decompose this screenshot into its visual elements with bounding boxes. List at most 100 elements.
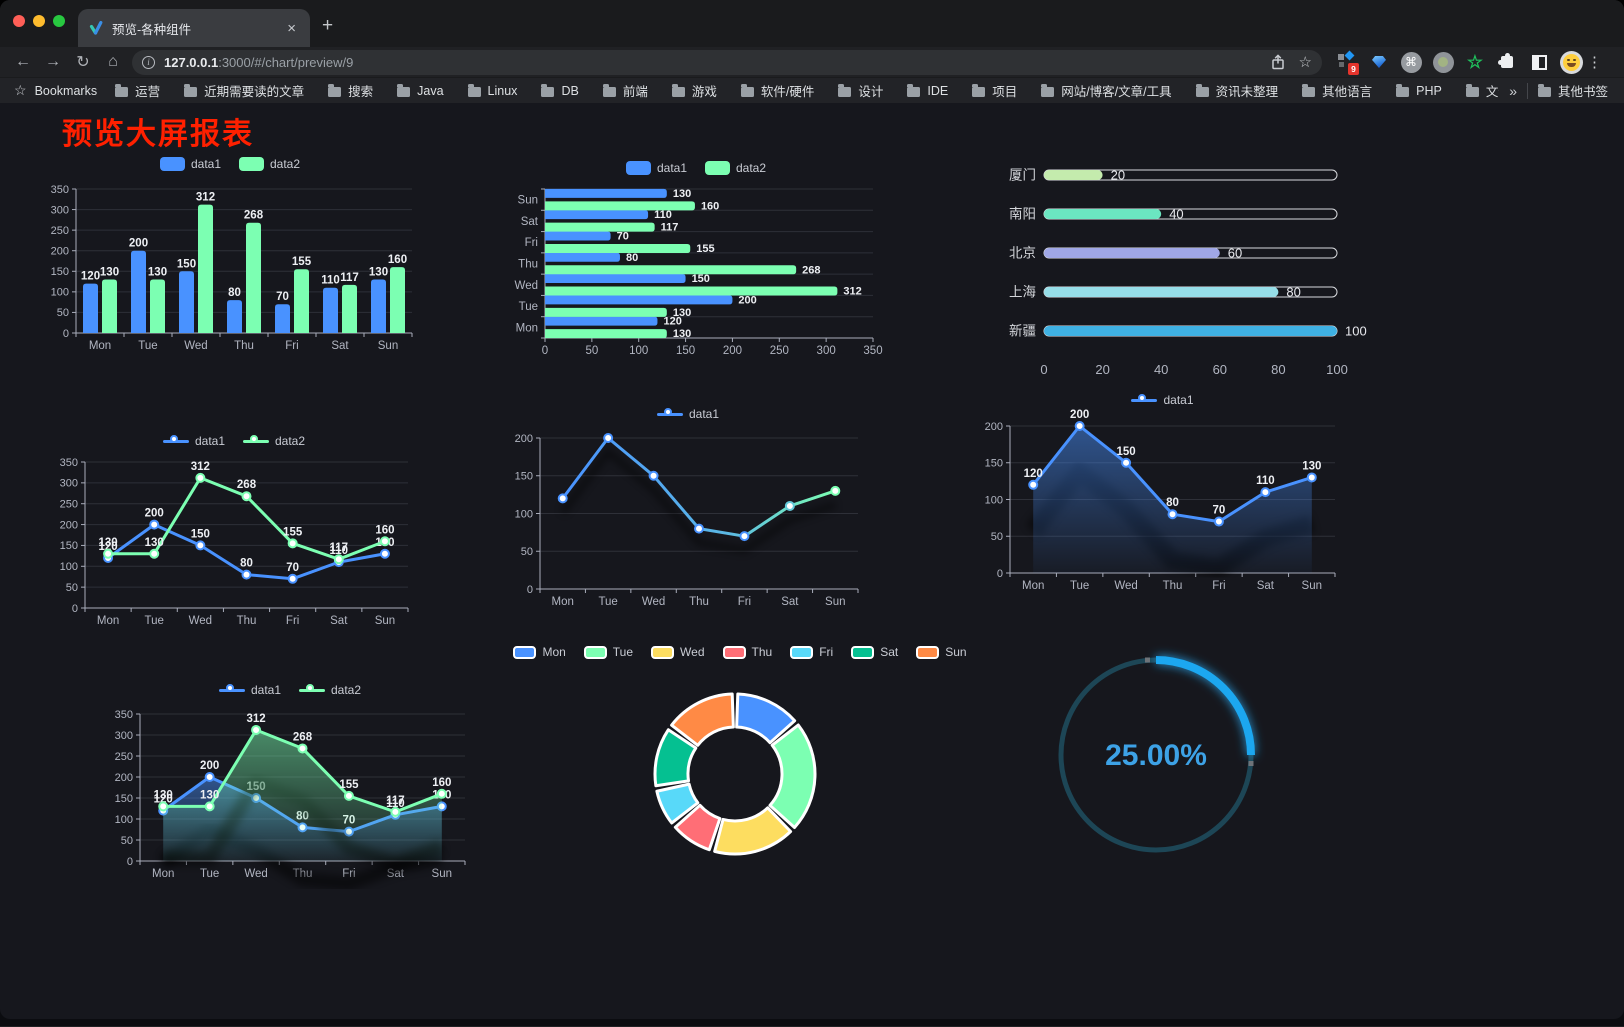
- vue-devtools-icon[interactable]: ☆: [1466, 51, 1484, 72]
- bookmark-folder[interactable]: IDE: [907, 84, 948, 98]
- progress-bars-canvas[interactable]: 厦门 20 南阳 40 北京 60 上海 80 新疆 100 0 20 40 60 80 100: [1000, 161, 1372, 381]
- svg-text:100: 100: [51, 287, 69, 299]
- pie-slice-Wed: [713, 806, 793, 856]
- reload-button[interactable]: ↻: [76, 54, 90, 71]
- extension-blocks-icon[interactable]: 9: [1336, 50, 1359, 75]
- close-window-button[interactable]: [13, 15, 25, 27]
- bookmarks-star-icon[interactable]: ☆: [14, 82, 27, 98]
- gauge-canvas[interactable]: 25.00%: [1046, 643, 1266, 863]
- legend-item-Fri[interactable]: Fri: [790, 645, 833, 659]
- extension-record-icon[interactable]: [1432, 51, 1454, 73]
- site-info-icon[interactable]: i: [142, 55, 155, 69]
- legend-item-Mon[interactable]: Mon: [513, 645, 566, 659]
- bookmark-folder[interactable]: 网站/博客/文章/工具: [1041, 81, 1172, 100]
- bookmark-folder[interactable]: 资讯未整理: [1195, 81, 1278, 100]
- chart-legend: data1 data2: [40, 157, 420, 171]
- bookmark-folder[interactable]: 文件服务器: [1465, 81, 1499, 100]
- bookmark-folder[interactable]: 软件/硬件: [740, 81, 814, 100]
- back-button[interactable]: ←: [15, 53, 31, 70]
- menu-kebab-icon[interactable]: ⋮: [1587, 54, 1602, 71]
- extension-gem-icon[interactable]: [1368, 51, 1390, 73]
- bar: [545, 329, 667, 339]
- gauge-chart[interactable]: 25.00%: [1046, 643, 1266, 863]
- line-chart-two-series[interactable]: data1 data2 0 50 100 150 200 250 300 350 Mon Tue Wed…: [48, 426, 420, 634]
- svg-text:268: 268: [244, 210, 264, 222]
- c-line-gradient-canvas[interactable]: 0 50 100 150 200 Mon Tue Wed Thu Fri Sat Sun: [498, 401, 878, 607]
- legend-item-data2[interactable]: data2: [705, 161, 766, 175]
- donut-canvas[interactable]: [558, 639, 922, 887]
- other-bookmarks[interactable]: 其他书签: [1537, 81, 1608, 100]
- bookmark-folder[interactable]: 近期需要读的文章: [184, 81, 304, 100]
- extension-command-icon[interactable]: ⌘: [1400, 51, 1422, 73]
- home-button[interactable]: ⌂: [108, 53, 118, 70]
- legend-item-data1[interactable]: data1: [218, 683, 281, 697]
- legend-marker: [625, 161, 651, 175]
- legend-item-data2[interactable]: data2: [243, 434, 305, 448]
- bookmark-folder[interactable]: Linux: [467, 84, 517, 98]
- c-line-two-canvas[interactable]: 0 50 100 150 200 250 300 350 Mon Tue Wed Thu Fri Sat S…: [48, 426, 420, 634]
- grouped-bar-chart[interactable]: data1 data2 0 50 100 150 200 250 300 350 Mon Tue Wed…: [40, 151, 420, 363]
- legend-item-data2[interactable]: data2: [299, 683, 361, 697]
- minimize-window-button[interactable]: [33, 15, 45, 27]
- extensions-puzzle-icon[interactable]: [1496, 51, 1518, 73]
- chart-legend: data1: [975, 393, 1350, 407]
- bookmark-folder[interactable]: Java: [397, 84, 444, 98]
- bookmark-folder[interactable]: 设计: [838, 81, 883, 100]
- bookmark-folder[interactable]: 运营: [115, 81, 160, 100]
- forward-button[interactable]: →: [45, 53, 61, 70]
- bookmark-folder[interactable]: 项目: [972, 81, 1017, 100]
- legend-item-Sat[interactable]: Sat: [851, 645, 898, 659]
- horizontal-bar-chart[interactable]: data1 data2 0 50 100 150 200 250 300 350 Mon 120 130…: [505, 153, 887, 368]
- extension-badge: 9: [1348, 63, 1359, 75]
- legend-item-Thu[interactable]: Thu: [722, 645, 772, 659]
- grouped-bar-canvas[interactable]: 0 50 100 150 200 250 300 350 Mon Tue Wed Thu Fri Sat S…: [40, 151, 420, 363]
- donut-chart[interactable]: Mon Tue Wed Thu Fri Sat Sun: [513, 639, 967, 887]
- c-area-single-canvas[interactable]: 0 50 100 150 200 Mon Tue Wed Thu Fri Sat Sun 120 200 1…: [975, 387, 1350, 593]
- bookmark-folder[interactable]: 前端: [602, 81, 648, 100]
- svg-text:北京: 北京: [1009, 246, 1036, 261]
- horizontal-bar-canvas[interactable]: 0 50 100 150 200 250 300 350Mon120130Tue200130W…: [505, 153, 887, 368]
- legend-marker: [513, 645, 537, 659]
- data-point: [1306, 472, 1317, 483]
- bookmark-folder[interactable]: PHP: [1396, 84, 1442, 98]
- new-tab-button[interactable]: +: [322, 15, 334, 36]
- share-icon[interactable]: [1271, 54, 1285, 70]
- bookmark-folder[interactable]: 游戏: [671, 81, 717, 100]
- svg-text:200: 200: [985, 421, 1003, 433]
- legend-item-Wed[interactable]: Wed: [651, 645, 705, 659]
- browser-tab[interactable]: 预览-各种组件 ×: [78, 9, 310, 47]
- progress-bar-chart[interactable]: 厦门 20 南阳 40 北京 60 上海 80 新疆 100 0 20 40 60 80 100: [1000, 161, 1372, 381]
- svg-text:50: 50: [57, 307, 69, 319]
- bookmark-star-icon[interactable]: ☆: [1298, 54, 1312, 71]
- legend-item-Sun[interactable]: Sun: [916, 645, 967, 659]
- chart-legend: data1: [498, 407, 878, 421]
- bookmark-folder-label: 网站/博客/文章/工具: [1061, 85, 1172, 99]
- profile-avatar[interactable]: [1560, 50, 1583, 74]
- legend-item-data1[interactable]: data1: [625, 161, 687, 175]
- bookmark-folder[interactable]: 其他语言: [1302, 81, 1372, 100]
- legend-item-data1[interactable]: data1: [656, 407, 719, 421]
- data-point: [297, 743, 308, 754]
- pie-slice-Sat: [653, 728, 698, 788]
- legend-item-data1[interactable]: data1: [1131, 393, 1194, 407]
- bar: [246, 222, 261, 333]
- legend-item-data1[interactable]: data1: [162, 434, 225, 448]
- bookmark-folder[interactable]: DB: [541, 84, 579, 98]
- bookmark-folder[interactable]: 搜索: [328, 81, 373, 100]
- folder-icon: [1195, 84, 1209, 97]
- area-chart-single[interactable]: data1 0 50 100 150 200 Mon Tue Wed Thu Fri Sat Sun 12…: [975, 387, 1350, 593]
- line-chart-gradient[interactable]: data1 0 50 100 150 200 Mon Tue Wed Thu Fri Sat Sun: [498, 401, 878, 607]
- fullscreen-window-button[interactable]: [53, 15, 65, 27]
- tab-close-icon[interactable]: ×: [287, 19, 296, 37]
- legend-item-data1[interactable]: data1: [159, 157, 221, 171]
- svg-text:350: 350: [51, 184, 69, 196]
- legend-item-data2[interactable]: data2: [239, 157, 300, 171]
- dark-mode-icon[interactable]: [1528, 51, 1550, 73]
- bookmarks-overflow-chevron[interactable]: »: [1509, 82, 1517, 99]
- svg-text:200: 200: [129, 238, 148, 250]
- area-chart-two-series[interactable]: data1 data2 0 50 100 150 200 250 300 350 Mon Tue Wed…: [100, 661, 480, 889]
- address-bar[interactable]: i 127.0.0.1 :3000/#/chart/preview/9 ☆: [132, 49, 1322, 75]
- legend-item-Tue[interactable]: Tue: [583, 645, 633, 659]
- data-point: [830, 485, 841, 496]
